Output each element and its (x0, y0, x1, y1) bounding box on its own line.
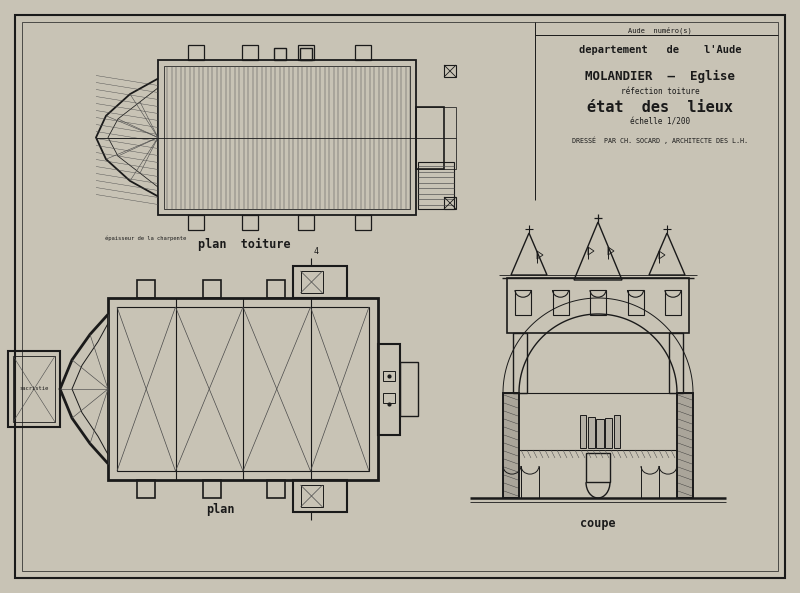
Text: réfection toiture: réfection toiture (621, 88, 699, 97)
Bar (13, 356, 55, 422)
Bar (669, 333, 683, 393)
Bar (355, 215, 371, 230)
Bar (137, 280, 155, 298)
Bar (267, 280, 285, 298)
Bar (158, 60, 416, 215)
Bar (513, 333, 527, 393)
Text: plan  toiture: plan toiture (198, 237, 290, 251)
Bar (416, 107, 456, 168)
Bar (383, 371, 395, 381)
Bar (605, 418, 612, 448)
Text: sacristie: sacristie (19, 387, 49, 391)
Bar (298, 215, 314, 230)
Bar (293, 266, 346, 298)
Bar (418, 162, 454, 209)
Bar (203, 480, 221, 498)
Bar (627, 290, 643, 315)
Bar (298, 45, 314, 60)
Text: coupe: coupe (580, 517, 616, 530)
Text: état  des  lieux: état des lieux (587, 100, 733, 114)
Bar (588, 417, 595, 448)
Text: plan: plan (206, 503, 234, 517)
Bar (242, 215, 258, 230)
Text: 4: 4 (314, 247, 318, 256)
Bar (242, 45, 258, 60)
Bar (503, 393, 519, 498)
Bar (188, 45, 204, 60)
Bar (188, 215, 204, 230)
Bar (8, 351, 60, 427)
Bar (164, 66, 410, 209)
Bar (444, 65, 456, 77)
Bar (596, 419, 604, 448)
Bar (515, 290, 531, 315)
Bar (665, 290, 681, 315)
Bar (677, 393, 693, 498)
Bar (507, 278, 689, 333)
Text: Aude  numéro(s): Aude numéro(s) (628, 26, 692, 34)
Bar (378, 343, 400, 435)
Bar (580, 415, 586, 448)
Bar (614, 415, 620, 448)
Bar (553, 290, 569, 315)
Text: épaisseur de la charpente: épaisseur de la charpente (105, 235, 186, 241)
Bar (355, 45, 371, 60)
Bar (400, 362, 418, 416)
Bar (203, 280, 221, 298)
Bar (444, 197, 456, 209)
Text: échelle 1/200: échelle 1/200 (630, 117, 690, 126)
Bar (416, 107, 444, 168)
Text: DRESSÉ  PAR CH. SOCARD , ARCHITECTE DES L.H.: DRESSÉ PAR CH. SOCARD , ARCHITECTE DES L… (572, 136, 748, 144)
Bar (590, 290, 606, 315)
Bar (301, 485, 322, 507)
Bar (117, 307, 369, 471)
Bar (267, 480, 285, 498)
Text: departement   de    l'Aude: departement de l'Aude (578, 45, 742, 55)
Bar (293, 480, 346, 512)
Bar (300, 48, 312, 60)
Bar (274, 48, 286, 60)
Bar (503, 393, 519, 498)
Bar (301, 271, 322, 293)
Bar (677, 393, 693, 498)
Bar (108, 298, 378, 480)
Bar (383, 393, 395, 403)
Bar (137, 480, 155, 498)
Text: MOLANDIER  —  Eglise: MOLANDIER — Eglise (585, 69, 735, 82)
Bar (586, 453, 610, 482)
